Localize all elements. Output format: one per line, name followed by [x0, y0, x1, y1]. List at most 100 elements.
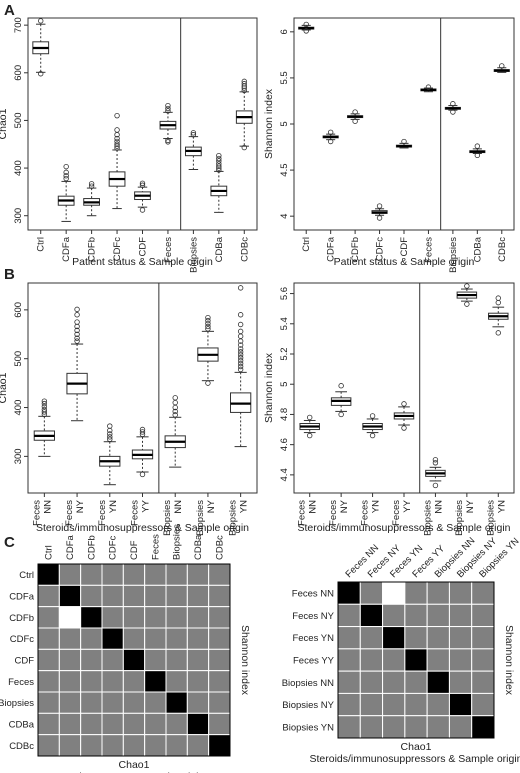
matrix-cell [448, 648, 473, 672]
x-tick-label: NY [339, 499, 350, 513]
outlier-point [237, 312, 244, 318]
matrix-cell [58, 670, 82, 693]
matrix-cell [37, 734, 60, 757]
matrix-cell [101, 712, 124, 736]
chart-a-shannon: 4 4.5 5 5.5 6 Shannon index Ctrl CDFa CDFb CDFc CD… [263, 17, 515, 273]
outlier-point [172, 399, 178, 406]
matrix-cell [58, 648, 82, 672]
outlier-point [241, 144, 247, 151]
y-tick-label: 6 [279, 29, 290, 34]
matrix-cell [448, 692, 473, 717]
matrix-cell [37, 712, 60, 736]
outlier-point [139, 471, 146, 478]
outlier-point [303, 21, 309, 28]
matrix-cell [382, 670, 406, 694]
outlier-point [216, 158, 222, 164]
y-tick-label: 400 [13, 160, 24, 176]
x-tick-label: NN [42, 500, 53, 514]
x-tick-label: CDF [138, 237, 149, 257]
outlier-point [172, 412, 178, 418]
matrix-cell [122, 563, 146, 586]
outlier-point [205, 317, 211, 324]
right-label: Shannon index [503, 625, 515, 696]
outlier-point [237, 366, 244, 373]
matrix-cell [208, 606, 231, 629]
matrix-cell [404, 581, 428, 605]
y-tick-label: 700 [13, 17, 24, 33]
chart-c-patient-status-matrix: Ctrl Ctrl CDFa CDFa CDFb CDFb CDFc CDFc CDF CDF Fe… [0, 524, 251, 773]
row-label: Feces YN [292, 633, 334, 644]
outlier-point [107, 436, 113, 442]
column-label: CDFb [86, 535, 97, 560]
outlier-point [107, 423, 113, 429]
outlier-point [88, 183, 95, 189]
row-label: Ctrl [19, 570, 34, 581]
matrix-cell [404, 603, 428, 628]
outlier-point [41, 400, 48, 407]
column-label: CDFa [65, 534, 76, 560]
matrix-cell [337, 648, 361, 672]
outlier-point [237, 355, 244, 361]
matrix-cell [165, 734, 188, 757]
y-tick-label: 5 [279, 382, 290, 387]
x-axis-label: Steroids/immunosuppressors & Sample orig… [309, 753, 520, 765]
matrix-cell [359, 670, 384, 694]
matrix-cell [101, 584, 124, 608]
matrix-cell [382, 603, 406, 628]
x-axis-label: Patient status & Sample origin [334, 256, 475, 268]
panel-label-c: C [4, 534, 15, 551]
row-label: CDBc [9, 741, 34, 752]
row-label: CDBa [9, 720, 35, 731]
matrix-cell [208, 563, 231, 586]
outlier-point [241, 78, 247, 85]
matrix-cell [426, 692, 450, 717]
matrix-cell [186, 563, 210, 586]
x-tick-label: CDFa [326, 236, 337, 262]
matrix-cell [144, 627, 167, 650]
matrix-cell [471, 670, 495, 694]
matrix-cell [208, 691, 231, 714]
x-tick-label: Feces [423, 237, 434, 263]
matrix-cell [404, 692, 428, 717]
outlier-point [237, 360, 244, 367]
y-tick-label: 5.6 [279, 287, 290, 300]
outlier-point [307, 414, 313, 421]
outlier-point [107, 431, 113, 437]
outlier-point [139, 429, 146, 435]
matrix-cell [144, 691, 167, 714]
outlier-point [307, 432, 313, 439]
outlier-point [205, 320, 211, 327]
outlier-point [107, 434, 113, 440]
matrix-cell [37, 606, 60, 629]
outlier-point [327, 129, 334, 135]
matrix-cell [426, 626, 450, 650]
matrix-cell [122, 734, 146, 757]
y-tick-label: 4.5 [279, 163, 290, 176]
y-tick-label: 5.2 [279, 347, 290, 360]
row-label: Feces NN [292, 589, 334, 600]
y-tick-label: 4.8 [279, 408, 290, 421]
x-tick-label: CDBa [472, 236, 483, 262]
x-axis-label: Patient status & Sample origin [64, 771, 205, 773]
matrix-cell [471, 692, 495, 717]
outlier-point [237, 321, 244, 328]
y-axis-label: Chao1 [0, 108, 9, 139]
outlier-point [38, 71, 44, 77]
matrix-frame [337, 581, 495, 739]
matrix-cell [58, 712, 82, 736]
outlier-point [74, 338, 80, 344]
outlier-point [499, 63, 505, 69]
outlier-point [237, 349, 244, 355]
row-label: CDF [14, 656, 34, 667]
matrix-cell [58, 584, 82, 608]
matrix-cell [58, 627, 82, 650]
y-tick-label: 4.6 [279, 438, 290, 451]
matrix-cell [165, 584, 188, 608]
matrix-cell [208, 734, 231, 757]
x-tick-label: Ctrl [36, 237, 47, 252]
matrix-cell [404, 648, 428, 672]
x-tick-label: YN [371, 500, 382, 513]
matrix-cell [101, 734, 124, 757]
outlier-point [401, 425, 407, 431]
